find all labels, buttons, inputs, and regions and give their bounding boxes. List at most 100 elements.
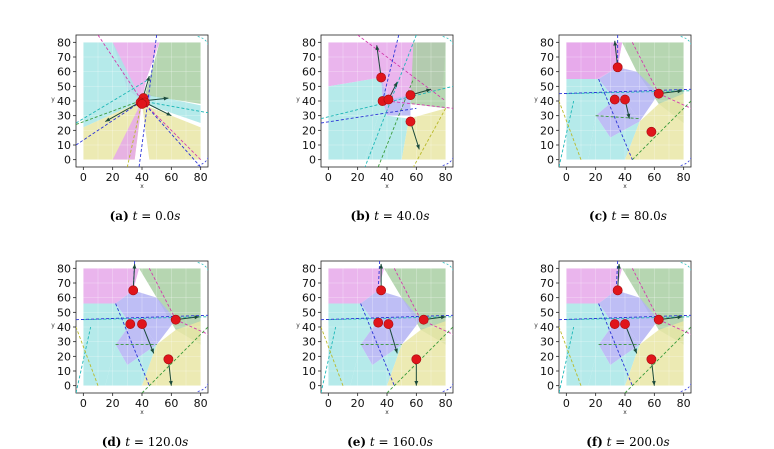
x-tick-label: 80 — [439, 171, 453, 184]
robot-point-2 — [383, 94, 394, 105]
caption-label: (d) — [101, 435, 122, 449]
y-tick-label: 60 — [540, 66, 554, 79]
caption-a: (a) t = 0.0s — [50, 209, 240, 223]
x-tick-label: 0 — [80, 171, 87, 184]
y-tick-label: 0 — [64, 154, 71, 167]
y-tick-label: 60 — [302, 66, 316, 79]
caption-f: (f) t = 200.0s — [533, 435, 723, 449]
boundary-dash_magenta-1 — [658, 319, 691, 335]
boundary-dash_magenta-1 — [141, 100, 201, 160]
robot-point-0 — [128, 285, 139, 296]
y-tick-label: 20 — [302, 124, 316, 137]
corner-arc-tr — [680, 262, 691, 272]
y-tick-label: 20 — [302, 350, 316, 363]
boundary-dash_yellow-6 — [559, 100, 582, 160]
caption-label: (f) — [586, 435, 603, 449]
arrow-head-1 — [194, 315, 200, 320]
subplot-e: 0 20 40 60 80 0 10 20 30 40 50 60 70 80 x y (e) t = 160… — [295, 254, 485, 449]
x-tick-label: 80 — [677, 397, 691, 410]
caption-label: (b) — [350, 209, 371, 223]
region-cyan-5 — [588, 344, 640, 386]
y-axis-label: y — [51, 322, 55, 329]
y-tick-label: 20 — [57, 124, 71, 137]
y-tick-label: 10 — [302, 139, 316, 152]
region-magenta-1 — [566, 42, 623, 79]
y-tick-label: 60 — [302, 292, 316, 305]
caption-unit: s — [174, 209, 181, 223]
boundary-dash_cyan-3 — [141, 100, 208, 114]
boundary-dash_cyan-2 — [566, 90, 691, 95]
y-tick-label: 60 — [57, 66, 71, 79]
robot-point-1 — [373, 317, 384, 328]
robot-point-3 — [653, 88, 664, 99]
y-tick-label: 50 — [302, 306, 316, 319]
arrow-head-2 — [426, 88, 431, 93]
y-tick-label: 30 — [540, 110, 554, 123]
y-tick-label: 60 — [540, 292, 554, 305]
robot-point-3 — [653, 314, 664, 325]
region-magenta-0 — [566, 268, 623, 304]
x-tick-label: 80 — [677, 171, 691, 184]
x-tick-label: 0 — [563, 171, 570, 184]
boundary-dash_blue-7 — [559, 88, 691, 95]
region-cyan-5 — [350, 344, 402, 386]
caption-label: (e) — [347, 435, 367, 449]
caption-unit: s — [182, 435, 189, 449]
arrow-head-0 — [616, 263, 621, 269]
boundary-dash_yellow-6 — [559, 326, 582, 386]
corner-arc-tr — [680, 36, 691, 46]
region-cyan-2 — [566, 303, 614, 386]
caption-unit: s — [663, 435, 670, 449]
boundary-dash_yellow-6 — [76, 326, 99, 386]
caption-unit: s — [426, 435, 433, 449]
region-green-1 — [139, 268, 201, 345]
y-tick-label: 30 — [302, 336, 316, 349]
boundary-dash_magenta-0 — [97, 35, 143, 102]
caption-d: (d) t = 120.0s — [50, 435, 240, 449]
arrow-head-0 — [379, 263, 384, 269]
corner-arc-br — [680, 156, 691, 166]
y-tick-label: 70 — [57, 51, 71, 64]
robot-point-0 — [612, 62, 623, 73]
arrow-head-3 — [168, 380, 173, 386]
boundary-dash_cyan-2 — [83, 316, 208, 321]
region-blue-3 — [115, 290, 176, 345]
subplot-c: 0 20 40 60 80 0 10 20 30 40 50 60 70 80 x y (c) t = 80.… — [533, 28, 723, 223]
caption-mid: t = — [366, 435, 393, 449]
robot-point-4 — [646, 354, 657, 365]
corner-arc-tr — [197, 262, 208, 272]
caption-mid: t = — [370, 209, 397, 223]
y-axis-label: y — [51, 96, 55, 103]
region-magenta-0 — [328, 268, 385, 304]
boundary-dash_blue-6 — [382, 35, 400, 102]
y-tick-label: 60 — [57, 292, 71, 305]
caption-b: (b) t = 40.0s — [295, 209, 485, 223]
x-tick-label: 80 — [194, 397, 208, 410]
y-tick-label: 10 — [540, 139, 554, 152]
boundary-dash_magenta-1 — [658, 93, 691, 109]
robot-point-0 — [376, 285, 387, 296]
boundary-dash_blue-7 — [76, 100, 143, 146]
x-tick-label: 60 — [409, 171, 423, 184]
robot-point-2 — [137, 319, 147, 329]
robot-point-1 — [609, 94, 620, 105]
corner-arc-tr — [442, 36, 453, 46]
caption-unit: s — [423, 209, 430, 223]
robot-point-3 — [170, 314, 181, 325]
y-tick-label: 20 — [540, 350, 554, 363]
robot-point-1 — [125, 319, 136, 329]
caption-mid: t = — [602, 435, 630, 449]
boundary-dash_blue-7 — [76, 314, 208, 321]
x-tick-label: 20 — [106, 171, 120, 184]
region-cyan-2 — [328, 303, 376, 386]
boundary-dash_green-5 — [595, 115, 640, 120]
x-tick-label: 60 — [409, 397, 423, 410]
caption-time: 120.0 — [147, 435, 183, 449]
x-tick-label: 0 — [325, 397, 332, 410]
subplot-f: 0 20 40 60 80 0 10 20 30 40 50 60 70 80 x y (f) t = 200… — [533, 254, 723, 449]
y-tick-label: 50 — [540, 80, 554, 93]
x-tick-label: 20 — [589, 397, 603, 410]
